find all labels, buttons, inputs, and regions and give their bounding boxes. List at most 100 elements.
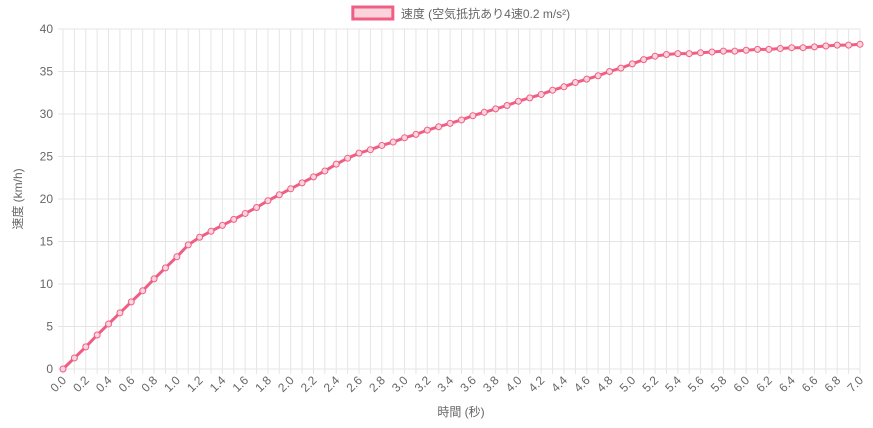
data-point [503,102,511,109]
data-point [799,44,807,52]
data-point [344,154,352,162]
x-tick-label: 3.0 [389,373,411,395]
data-point [549,86,557,94]
data-point [253,204,261,211]
data-point [309,173,317,181]
legend-swatch [351,5,395,21]
x-tick-label: 3.4 [435,373,457,395]
data-point [458,116,465,124]
x-tick-label: 3.6 [457,373,479,395]
data-point [105,320,113,328]
data-point [617,64,625,72]
x-tick-label: 2.4 [321,373,343,395]
data-point [139,287,147,295]
x-tick-label: 6.4 [776,373,798,395]
data-point [560,83,568,91]
data-point [446,119,454,127]
data-point [264,197,272,205]
x-tick-label: 4.4 [548,373,570,395]
data-point [275,191,283,199]
data-point [583,75,591,83]
legend-label: 速度 (空気抵抗あり4速0.2 m/s²) [401,6,570,21]
y-tick-label: 15 [40,235,54,249]
x-tick-label: 2.6 [343,373,365,395]
data-point [389,138,397,146]
data-point [526,94,534,102]
data-point [674,50,682,58]
x-tick-label: 0.6 [116,373,138,395]
data-point [332,160,340,168]
data-point [412,130,420,138]
data-point [82,343,90,351]
x-tick-label: 4.2 [526,373,548,395]
x-tick-label: 4.6 [571,373,593,395]
data-point [776,45,784,53]
data-point [93,331,101,339]
data-point [469,112,477,120]
data-point [378,141,386,149]
data-point [196,233,204,241]
data-point [697,49,705,57]
data-point [765,45,773,53]
x-tick-label: 0.2 [70,373,92,395]
y-tick-label: 40 [40,22,54,36]
data-point [719,47,727,55]
y-tick-label: 0 [46,362,53,376]
data-point [833,41,841,49]
data-point [662,51,670,58]
data-point [116,309,124,317]
data-point [731,47,739,55]
data-point [640,56,648,64]
data-point [492,105,500,113]
x-tick-label: 5.6 [685,373,707,395]
data-point [287,185,295,193]
data-point [571,79,579,87]
data-point [514,97,522,105]
x-tick-label: 6.2 [753,373,775,395]
data-point [754,45,762,53]
y-tick-label: 25 [40,150,54,164]
y-tick-label: 35 [40,65,54,79]
x-axis-title: 時間 (秒) [437,405,484,419]
x-tick-label: 1.6 [230,373,252,395]
data-point [401,134,409,142]
data-point [150,275,158,283]
y-tick-label: 20 [40,192,54,206]
data-point [321,167,329,175]
x-tick-label: 5.8 [708,373,730,395]
data-point [355,149,363,157]
data-point [810,43,818,51]
x-tick-label: 0.4 [93,373,115,395]
y-axis-title: 速度 (km/h) [10,168,25,229]
data-point [788,44,796,52]
x-tick-label: 5.4 [662,373,684,395]
x-tick-label: 5.0 [617,373,639,395]
x-tick-label: 4.8 [594,373,616,395]
data-point [628,60,636,68]
y-tick-label: 10 [40,277,54,291]
x-tick-label: 5.2 [639,373,661,395]
x-tick-label: 6.8 [822,373,844,395]
data-point [207,227,215,235]
data-point [59,365,67,373]
x-tick-label: 3.8 [480,373,502,395]
x-tick-label: 1.8 [252,373,274,395]
data-point [537,90,545,98]
x-tick-label: 4.0 [503,373,525,395]
x-tick-label: 2.2 [298,373,320,395]
data-point [423,126,431,134]
x-tick-label: 6.0 [731,373,753,395]
x-tick-label: 2.8 [366,373,388,395]
data-point [606,68,614,75]
x-tick-label: 7.0 [844,373,866,395]
data-point [127,298,135,306]
data-point [241,209,249,217]
data-point [480,108,488,116]
data-point [218,221,226,229]
data-point [298,179,306,187]
x-tick-label: 0.0 [47,373,69,395]
x-tick-label: 1.2 [184,373,206,395]
data-point [435,123,443,131]
